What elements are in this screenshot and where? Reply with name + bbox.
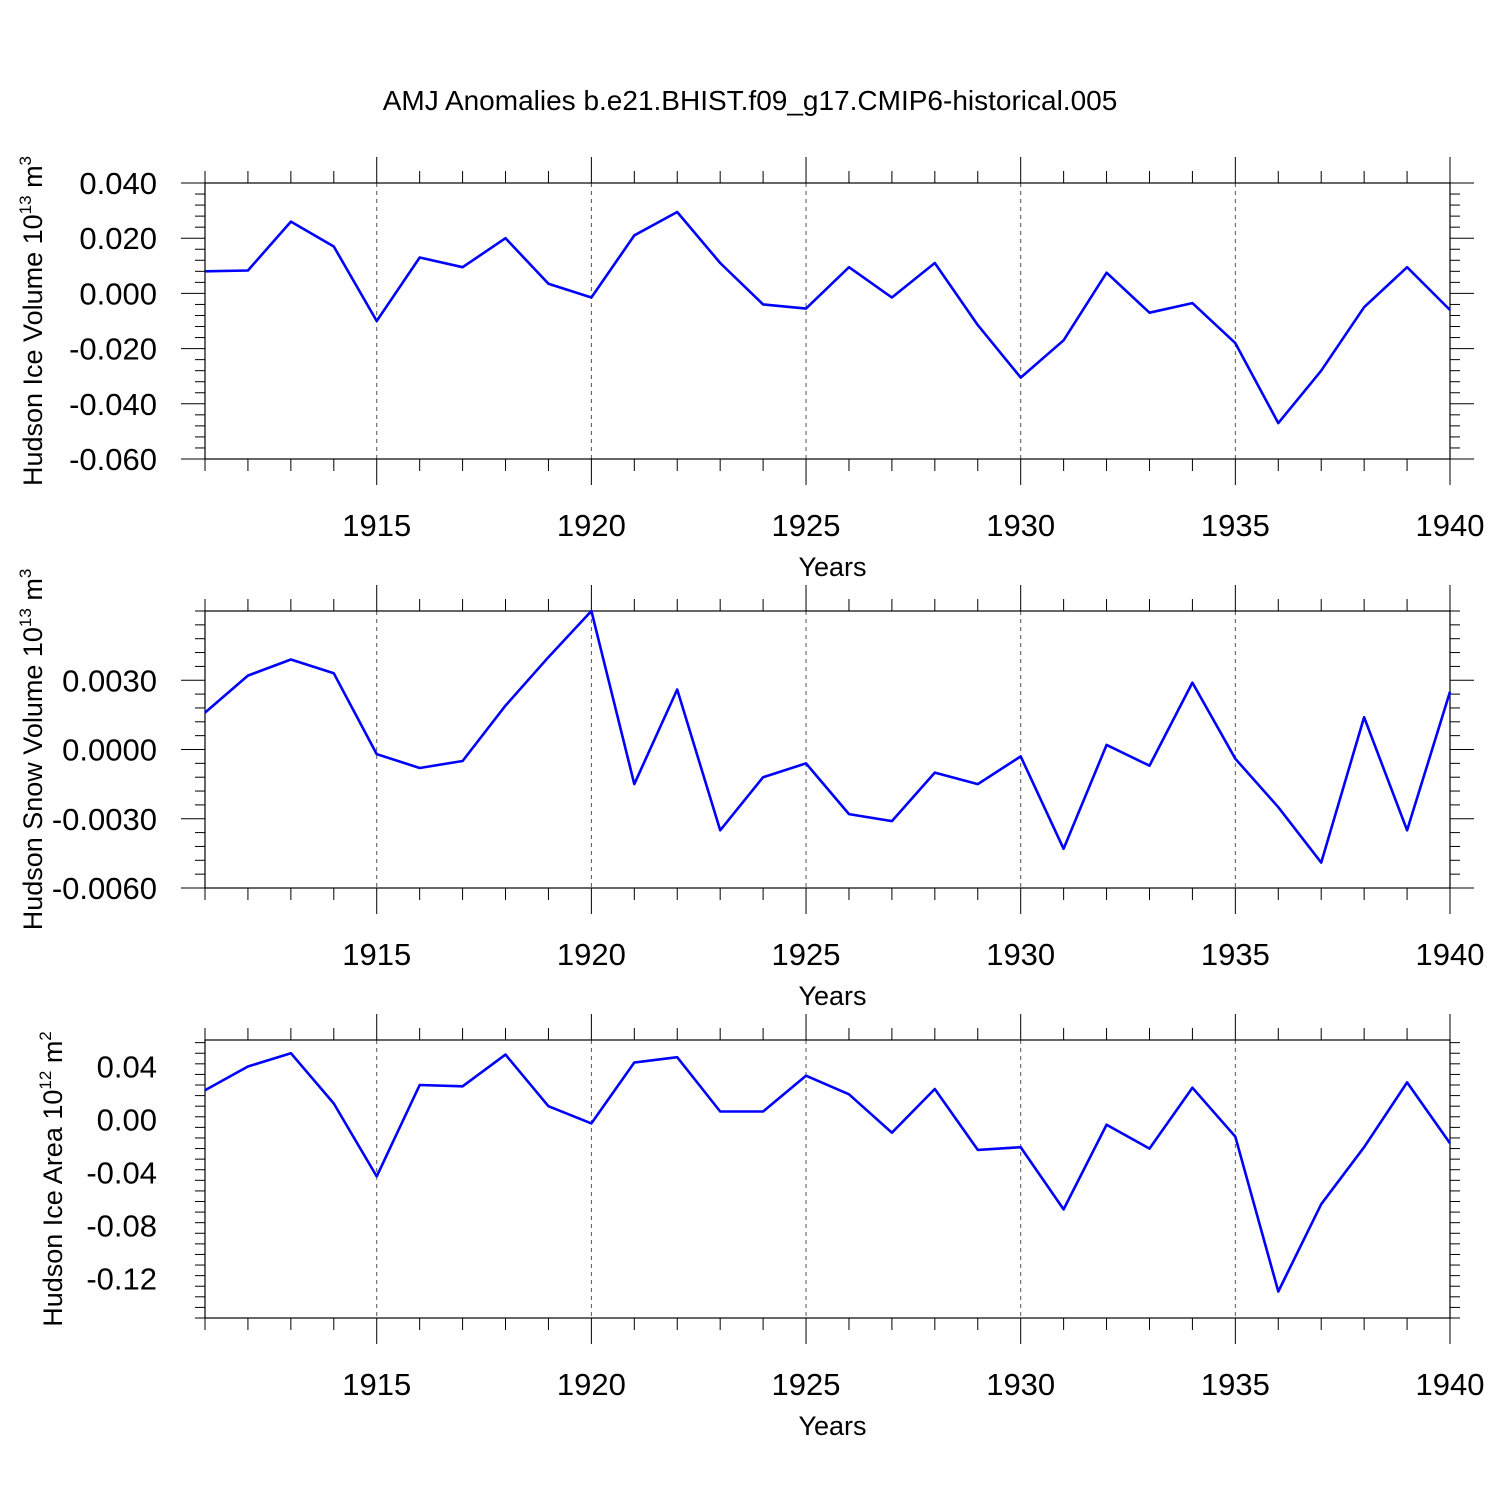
x-tick-label: 1915 xyxy=(342,1367,411,1402)
panel-3: 0.04 0.00 -0.04 -0.08 -0.12 1915 1920 1925 1930 1… xyxy=(36,1014,1484,1441)
y-tick-label: 0.00 xyxy=(97,1102,157,1137)
y-tick-label: 0.04 xyxy=(97,1049,157,1084)
y-axis-label: Hudson Ice Volume 1013 m3 xyxy=(16,156,48,486)
x-axis-label: Years xyxy=(798,552,866,582)
y-axis-label: Hudson Snow Volume 1013 m3 xyxy=(16,569,48,931)
x-tick-label: 1925 xyxy=(772,508,841,543)
x-tick-label: 1935 xyxy=(1201,508,1270,543)
x-tick-label: 1940 xyxy=(1416,508,1485,543)
x-axis-label: Years xyxy=(798,981,866,1011)
x-tick-label: 1930 xyxy=(986,1367,1055,1402)
x-tick-label: 1925 xyxy=(772,1367,841,1402)
chart-title: AMJ Anomalies b.e21.BHIST.f09_g17.CMIP6-… xyxy=(383,85,1118,116)
panel-2: 0.0030 0.0000 -0.0030 -0.0060 1915 1920 1925 19… xyxy=(16,569,1484,1011)
y-tick-label: -0.040 xyxy=(69,387,157,422)
x-tick-label: 1920 xyxy=(557,937,626,972)
y-tick-label: 0.040 xyxy=(79,166,157,201)
plot-frame xyxy=(204,1039,1451,1319)
y-tick-label: -0.12 xyxy=(86,1261,157,1296)
x-tick-label: 1915 xyxy=(342,508,411,543)
plot-frame xyxy=(204,610,1451,889)
panel-1: 0.040 0.020 0.000 -0.020 -0.040 -0.060 1915 192… xyxy=(16,156,1484,582)
x-tick-label: 1935 xyxy=(1201,937,1270,972)
y-tick-label: -0.020 xyxy=(69,332,157,367)
x-tick-label: 1935 xyxy=(1201,1367,1270,1402)
y-tick-label: -0.08 xyxy=(86,1208,157,1243)
y-tick-label: -0.0030 xyxy=(52,802,157,837)
x-tick-label: 1920 xyxy=(557,508,626,543)
x-tick-label: 1915 xyxy=(342,937,411,972)
x-tick-label: 1925 xyxy=(772,937,841,972)
x-tick-label: 1930 xyxy=(986,508,1055,543)
y-tick-label: 0.020 xyxy=(79,221,157,256)
y-tick-label: 0.0030 xyxy=(62,663,157,698)
y-tick-label: 0.000 xyxy=(79,276,157,311)
x-tick-label: 1940 xyxy=(1416,937,1485,972)
series-line xyxy=(204,609,1452,864)
plot-frame xyxy=(204,182,1451,460)
y-axis-label: Hudson Ice Area 1012 m2 xyxy=(36,1031,68,1327)
panels: 0.040 0.020 0.000 -0.020 -0.040 -0.060 1915 192… xyxy=(16,156,1484,1441)
y-tick-label: -0.0060 xyxy=(52,871,157,906)
y-tick-label: -0.060 xyxy=(69,442,157,477)
x-tick-label: 1920 xyxy=(557,1367,626,1402)
x-tick-label: 1940 xyxy=(1416,1367,1485,1402)
x-axis-label: Years xyxy=(798,1411,866,1441)
x-tick-label: 1930 xyxy=(986,937,1055,972)
y-tick-label: 0.0000 xyxy=(62,733,157,768)
y-tick-label: -0.04 xyxy=(86,1155,157,1190)
series-line xyxy=(204,1051,1452,1293)
series-line xyxy=(204,210,1451,425)
